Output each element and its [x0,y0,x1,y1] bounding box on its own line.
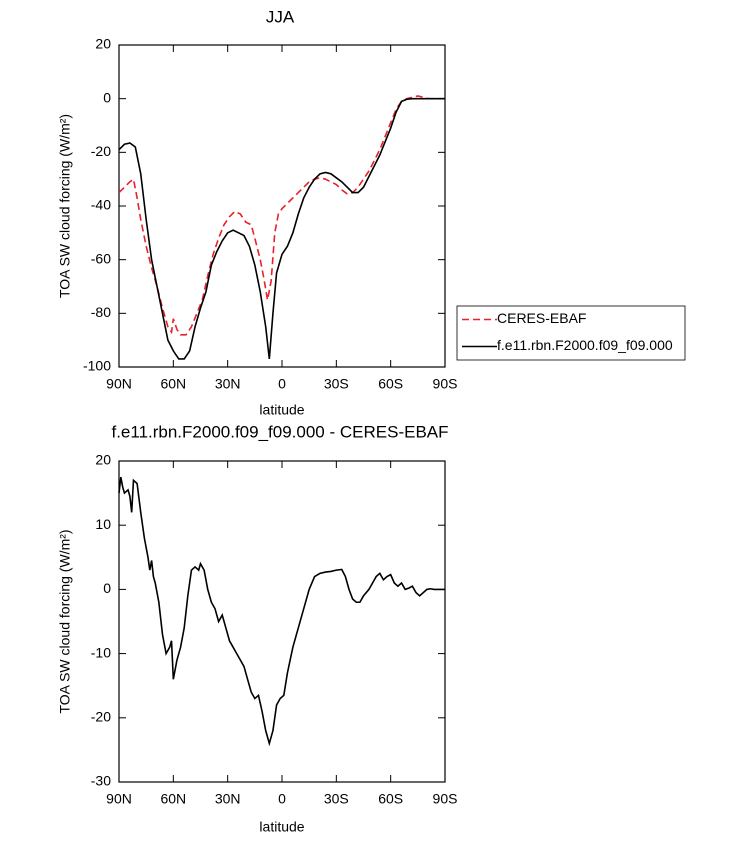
x-tick-label: 30S [324,376,349,392]
data-line [118,95,445,336]
data-line [118,476,445,747]
plot-frame [118,44,446,368]
legend-box [456,305,686,361]
x-tick-label: 60S [378,376,403,392]
y-axis-label: TOA SW cloud forcing (W/m²) [57,529,73,713]
y-tick-label: 10 [95,516,111,532]
legend-label: CERES-EBAF [497,310,586,326]
x-tick-label: 60N [160,791,186,807]
x-tick-label: 30N [215,791,241,807]
x-tick-label: 90S [433,376,458,392]
x-tick-label: 60S [378,791,403,807]
y-tick-label: -20 [91,143,111,159]
y-tick-label: 20 [95,452,111,468]
x-tick-label: 0 [278,791,286,807]
y-tick-label: 0 [103,89,111,105]
data-line [118,97,445,360]
y-tick-label: -10 [91,644,111,660]
x-tick-label: 30S [324,791,349,807]
y-tick-label: -60 [91,250,111,266]
x-tick-label: 90N [106,791,132,807]
y-tick-label: 20 [95,36,111,52]
y-tick-label: -100 [83,358,111,374]
x-axis-label: latitude [259,819,304,835]
chart-title: JJA [266,7,295,26]
y-tick-label: -40 [91,197,111,213]
x-axis-label: latitude [259,402,304,418]
plot: 20 0 -20 -40 -60 -80 -100 90N 60N 30N 0 30S 60S 90S JJ… [57,7,686,418]
legend-label: f.e11.rbn.F2000.f09_f09.000 [497,337,673,353]
x-tick-label: 0 [278,376,286,392]
plot-frame [118,460,446,783]
x-tick-label: 30N [215,376,241,392]
y-tick-label: -80 [91,304,111,320]
x-tick-label: 90N [106,376,132,392]
x-tick-label: 90S [433,791,458,807]
y-tick-label: -20 [91,709,111,725]
y-axis-label: TOA SW cloud forcing (W/m²) [57,114,73,298]
y-tick-label: 0 [103,580,111,596]
chart-title: f.e11.rbn.F2000.f09_f09.000 - CERES-EBAF [111,422,448,441]
x-tick-label: 60N [160,376,186,392]
plot: 20 10 0 -10 -20 -30 90N 60N 30N 0 30S 60S 90S f.e11.r… [57,422,458,834]
y-tick-label: -30 [91,773,111,789]
